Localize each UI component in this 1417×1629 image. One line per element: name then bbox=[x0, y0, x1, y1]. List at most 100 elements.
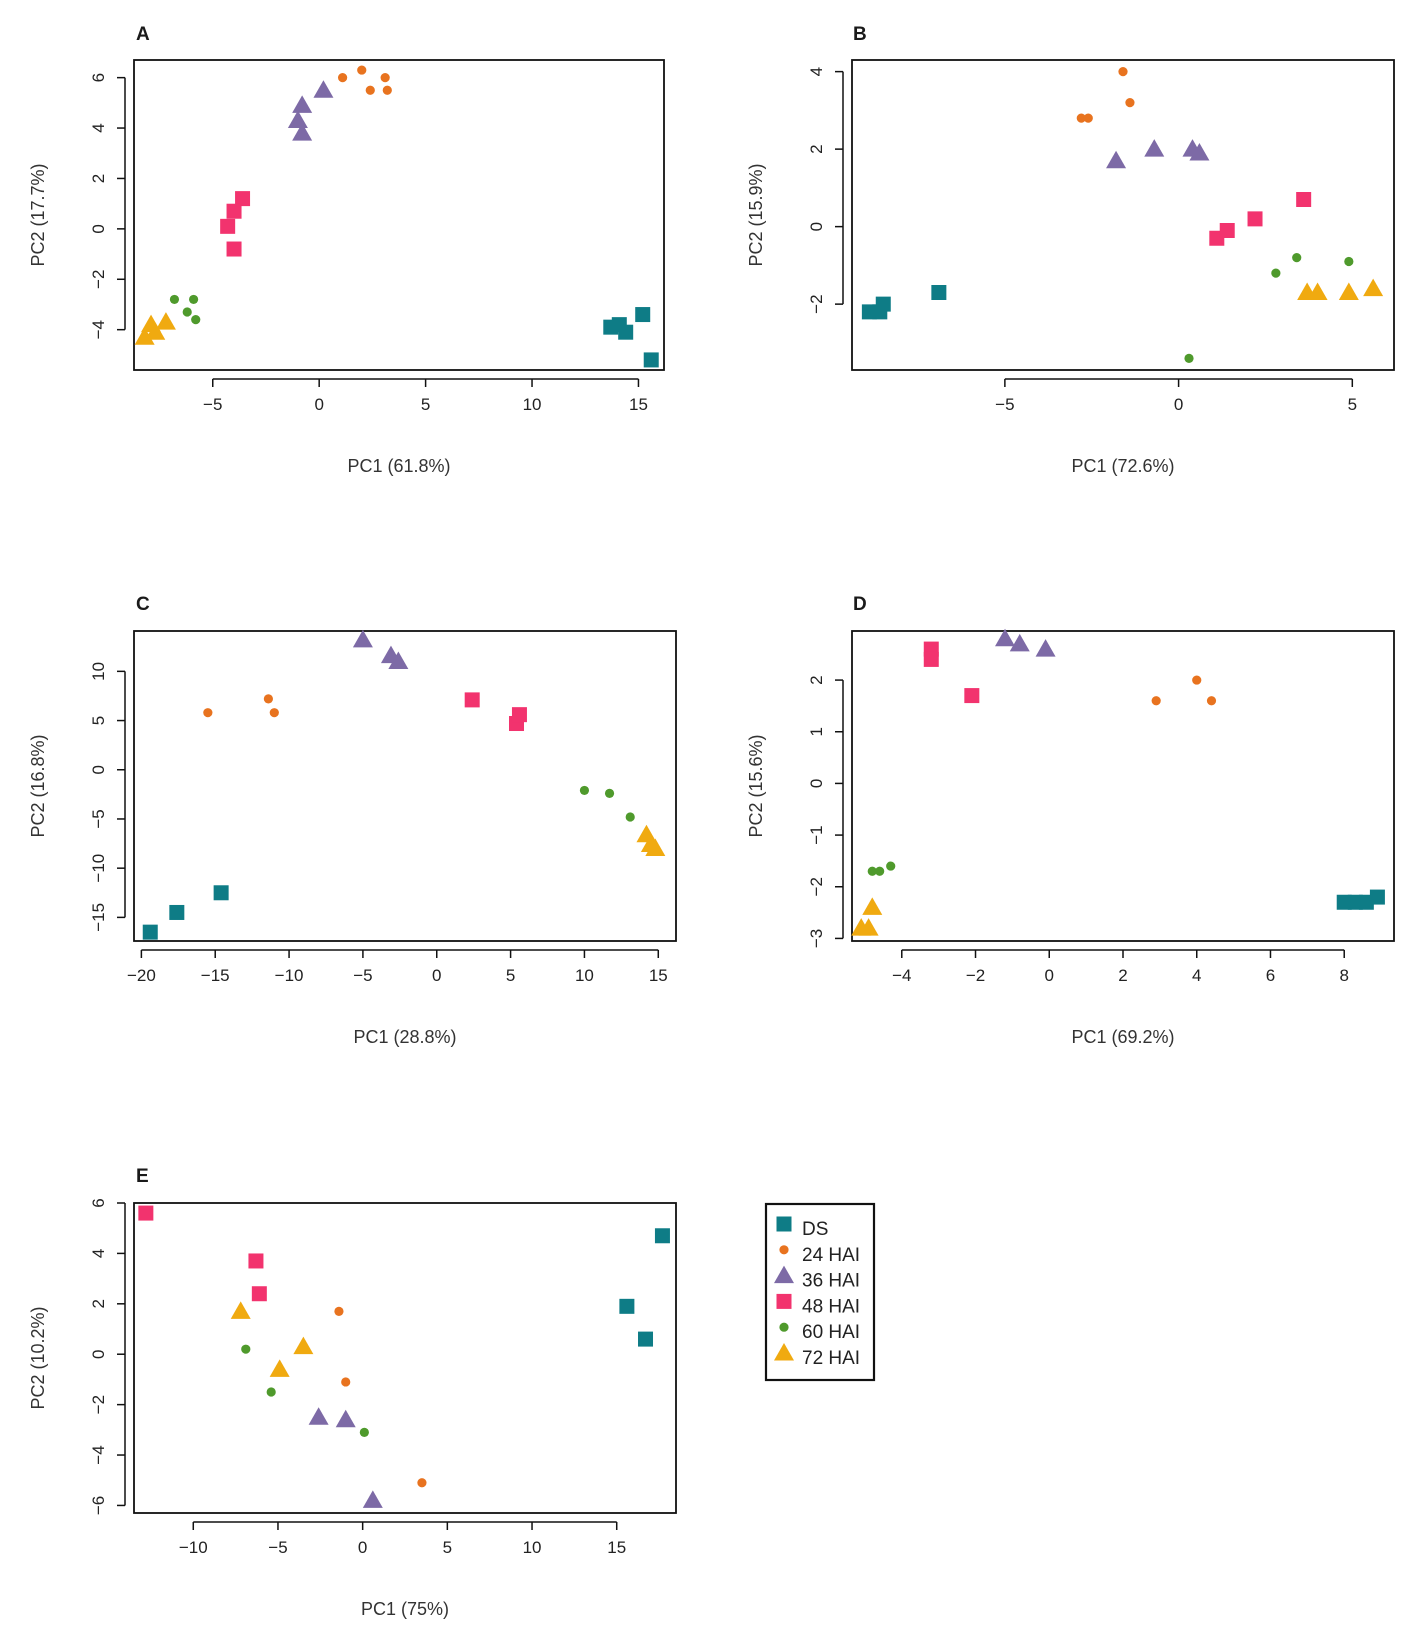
legend-marker-72-hai bbox=[774, 1343, 794, 1361]
point-36-hai bbox=[1189, 143, 1210, 161]
point-60-hai bbox=[867, 866, 877, 876]
point-48-hai bbox=[1296, 192, 1312, 207]
point-60-hai bbox=[169, 294, 180, 305]
panel-letter-a: A bbox=[136, 24, 150, 45]
legend-marker-36-hai bbox=[774, 1265, 794, 1284]
point-24-hai bbox=[1083, 113, 1093, 123]
point-60-hai bbox=[1292, 253, 1302, 263]
point-ds bbox=[213, 885, 229, 901]
point-ds bbox=[643, 352, 659, 368]
panel-letter-c: C bbox=[136, 594, 150, 615]
point-24-hai bbox=[380, 73, 390, 83]
x-tick-label: −5 bbox=[268, 1538, 287, 1557]
x-tick-label: 0 bbox=[1045, 966, 1054, 985]
legend: DS 24 HAI 36 HAI 48 HAI 60 HAI 72 HAI bbox=[764, 1202, 876, 1382]
legend-marker-60-hai bbox=[779, 1322, 789, 1332]
point-48-hai bbox=[1247, 211, 1263, 227]
point-60-hai bbox=[886, 861, 896, 871]
x-tick-label: 5 bbox=[421, 395, 430, 414]
point-36-hai bbox=[352, 629, 373, 648]
y-tick-label: −5 bbox=[89, 809, 108, 828]
legend-label-72-hai: 72 HAI bbox=[802, 1348, 860, 1369]
y-tick-label: −15 bbox=[89, 903, 108, 932]
legend-label-48-hai: 48 HAI bbox=[802, 1296, 860, 1317]
point-36-hai bbox=[292, 95, 313, 113]
point-48-hai bbox=[251, 1286, 267, 1302]
plot-frame-b bbox=[851, 59, 1395, 371]
y-axis-title-a: PC2 (17.7%) bbox=[28, 163, 48, 266]
x-axis-title-e: PC1 (75%) bbox=[361, 1599, 449, 1619]
y-tick-label: 2 bbox=[89, 174, 108, 183]
y-tick-label: −2 bbox=[807, 294, 826, 313]
points-a bbox=[134, 65, 659, 368]
point-24-hai bbox=[1118, 67, 1128, 77]
y-tick-label: −1 bbox=[807, 825, 826, 844]
y-axis-title-c: PC2 (16.8%) bbox=[28, 734, 48, 837]
y-tick-label: −2 bbox=[807, 877, 826, 896]
x-tick-label: −10 bbox=[275, 966, 304, 985]
plot-frame-e bbox=[133, 1202, 677, 1514]
x-tick-label: 2 bbox=[1118, 966, 1127, 985]
y-axis-title-b: PC2 (15.9%) bbox=[746, 163, 766, 266]
y-tick-label: −4 bbox=[89, 320, 108, 339]
point-48-hai bbox=[964, 688, 980, 704]
point-72-hai bbox=[645, 838, 666, 856]
y-tick-label: 0 bbox=[89, 224, 108, 233]
point-60-hai bbox=[241, 1344, 251, 1354]
x-tick-label: 0 bbox=[358, 1538, 367, 1557]
x-tick-label: 10 bbox=[575, 966, 594, 985]
point-24-hai bbox=[1076, 113, 1086, 123]
panel-b: B −5 0 5 −2 0 2 4 PC1 (72.6%) PC2 (15.9%) bbox=[746, 24, 1395, 476]
y-axis-title-e: PC2 (10.2%) bbox=[28, 1306, 48, 1409]
panel-c: C −20 −15 −10 −5 0 5 10 15 −15 −10 −5 0 5 10 PC1 (28.8%… bbox=[28, 594, 677, 1047]
panel-letter-d: D bbox=[853, 594, 867, 615]
x-tick-label: 0 bbox=[314, 395, 323, 414]
plot-frame-d bbox=[851, 630, 1395, 942]
y-tick-label: −2 bbox=[89, 1395, 108, 1414]
point-48-hai bbox=[226, 203, 242, 219]
legend-label-36-hai: 36 HAI bbox=[802, 1271, 860, 1292]
y-tick-label: 2 bbox=[89, 1299, 108, 1308]
point-ds bbox=[619, 1298, 635, 1314]
point-24-hai bbox=[357, 65, 367, 75]
point-48-hai bbox=[511, 707, 527, 723]
points-c bbox=[142, 629, 666, 940]
point-48-hai bbox=[1219, 223, 1235, 238]
point-72-hai bbox=[1307, 282, 1328, 300]
point-24-hai bbox=[337, 73, 348, 83]
point-60-hai bbox=[191, 314, 201, 325]
x-tick-label: −5 bbox=[353, 966, 372, 985]
x-tick-label: 15 bbox=[629, 395, 648, 414]
legend-items: DS 24 HAI 36 HAI 48 HAI 60 HAI 72 HAI bbox=[774, 1216, 860, 1369]
point-60-hai bbox=[266, 1387, 276, 1397]
y-tick-label: 0 bbox=[807, 779, 826, 788]
y-tick-label: 1 bbox=[807, 727, 826, 736]
point-72-hai bbox=[230, 1301, 251, 1319]
x-tick-label: −4 bbox=[892, 966, 911, 985]
panel-d: D −4 −2 0 2 4 6 8 −3 −2 −1 0 1 2 PC1 (69.2%) PC2 (15.6%… bbox=[746, 594, 1395, 1047]
x-tick-label: 5 bbox=[1348, 395, 1357, 414]
point-72-hai bbox=[862, 897, 883, 915]
point-72-hai bbox=[1363, 278, 1384, 297]
point-72-hai bbox=[155, 312, 176, 330]
point-72-hai bbox=[858, 918, 879, 936]
point-24-hai bbox=[263, 694, 273, 704]
point-60-hai bbox=[182, 307, 192, 317]
panel-e: E −10 −5 0 5 10 15 −6 −4 −2 0 2 4 6 PC1 (75%) PC2 (10.2… bbox=[28, 1166, 677, 1619]
point-36-hai bbox=[1009, 633, 1030, 652]
point-48-hai bbox=[923, 651, 939, 667]
point-ds bbox=[635, 307, 651, 323]
point-ds bbox=[618, 324, 634, 340]
point-24-hai bbox=[341, 1377, 351, 1387]
y-tick-label: 0 bbox=[89, 765, 108, 774]
x-tick-label: 8 bbox=[1339, 966, 1348, 985]
x-tick-label: 5 bbox=[443, 1538, 452, 1557]
point-ds bbox=[931, 285, 947, 300]
point-36-hai bbox=[308, 1407, 329, 1425]
y-tick-label: −4 bbox=[89, 1445, 108, 1464]
x-axis-title-c: PC1 (28.8%) bbox=[353, 1027, 456, 1047]
y-tick-label: 6 bbox=[89, 73, 108, 82]
x-tick-label: 6 bbox=[1266, 966, 1275, 985]
point-36-hai bbox=[1144, 139, 1165, 157]
